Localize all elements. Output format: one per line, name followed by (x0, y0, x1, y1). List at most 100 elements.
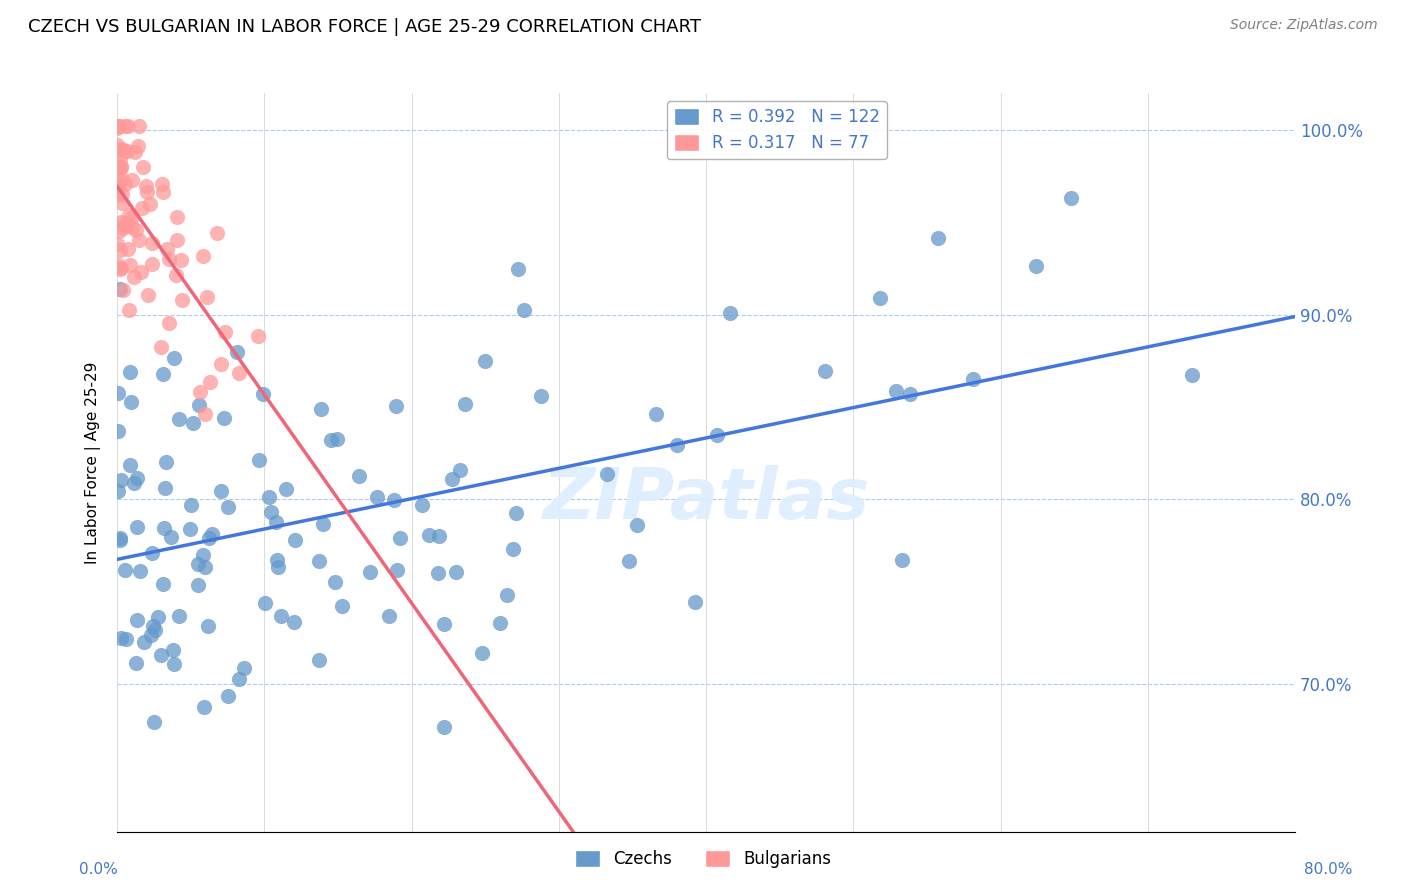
Point (619, 554, 641, 568)
Point (122, 476, 145, 491)
Point (284, 533, 307, 548)
Point (146, 610, 169, 624)
Point (366, 490, 388, 504)
Point (347, 469, 370, 483)
Point (330, 599, 353, 614)
Point (111, 284, 134, 298)
Point (118, 302, 141, 317)
Point (141, 546, 163, 560)
Point (377, 608, 399, 623)
Point (387, 563, 409, 577)
Point (228, 367, 250, 381)
Point (217, 500, 239, 515)
Point (110, 631, 132, 645)
Point (134, 635, 156, 649)
Point (385, 399, 408, 413)
Point (512, 303, 534, 318)
Point (108, 243, 131, 257)
Point (114, 218, 136, 232)
Point (900, 387, 922, 401)
Point (111, 187, 134, 202)
Point (197, 531, 219, 545)
Point (129, 265, 152, 279)
Point (129, 564, 152, 578)
Point (163, 351, 186, 366)
Point (114, 119, 136, 133)
Point (125, 471, 148, 485)
Point (139, 196, 162, 211)
Point (474, 353, 496, 368)
Point (172, 293, 194, 308)
Point (125, 223, 148, 237)
Point (247, 452, 270, 467)
Point (488, 615, 510, 630)
Point (121, 211, 143, 225)
Point (127, 138, 149, 153)
Point (111, 196, 134, 211)
Point (131, 201, 153, 215)
Point (665, 438, 688, 452)
Point (683, 595, 706, 609)
Point (311, 517, 333, 532)
Point (274, 482, 297, 496)
Point (890, 553, 912, 567)
Point (120, 395, 142, 409)
Point (117, 242, 139, 256)
Point (153, 481, 176, 495)
Point (869, 291, 891, 305)
Point (323, 575, 346, 590)
Point (156, 242, 179, 256)
Point (163, 657, 186, 671)
Point (205, 226, 228, 240)
Point (107, 258, 129, 272)
Point (449, 463, 471, 477)
Point (233, 661, 256, 675)
Point (496, 588, 519, 602)
Point (108, 282, 131, 296)
Point (142, 714, 165, 729)
Point (136, 288, 159, 302)
Point (502, 542, 524, 557)
Point (388, 531, 411, 545)
Point (596, 467, 619, 482)
Point (246, 329, 269, 343)
Point (188, 385, 211, 400)
Point (187, 577, 209, 591)
Point (326, 432, 349, 446)
Text: CZECH VS BULGARIAN IN LABOR FORCE | AGE 25-29 CORRELATION CHART: CZECH VS BULGARIAN IN LABOR FORCE | AGE … (28, 18, 702, 36)
Point (444, 565, 467, 579)
Point (142, 619, 165, 633)
Point (226, 344, 249, 359)
Point (110, 160, 132, 174)
Point (217, 689, 239, 703)
Point (530, 389, 553, 403)
Point (252, 387, 274, 401)
Point (418, 527, 440, 541)
Point (114, 632, 136, 646)
Point (141, 257, 163, 271)
Point (718, 306, 741, 320)
Point (167, 412, 190, 426)
Point (117, 119, 139, 133)
Point (308, 554, 330, 568)
Point (108, 119, 131, 133)
Point (212, 411, 235, 425)
Point (128, 233, 150, 247)
Point (152, 178, 174, 192)
Point (105, 120, 128, 135)
Point (198, 376, 221, 390)
Point (1025, 259, 1047, 273)
Point (193, 699, 215, 714)
Point (153, 521, 176, 535)
Point (411, 498, 433, 512)
Point (108, 533, 131, 548)
Point (124, 145, 146, 160)
Point (187, 398, 209, 412)
Point (283, 615, 305, 630)
Point (110, 261, 132, 276)
Point (962, 372, 984, 386)
Point (321, 433, 343, 447)
Point (107, 184, 129, 198)
Point (645, 407, 668, 421)
Point (135, 178, 157, 193)
